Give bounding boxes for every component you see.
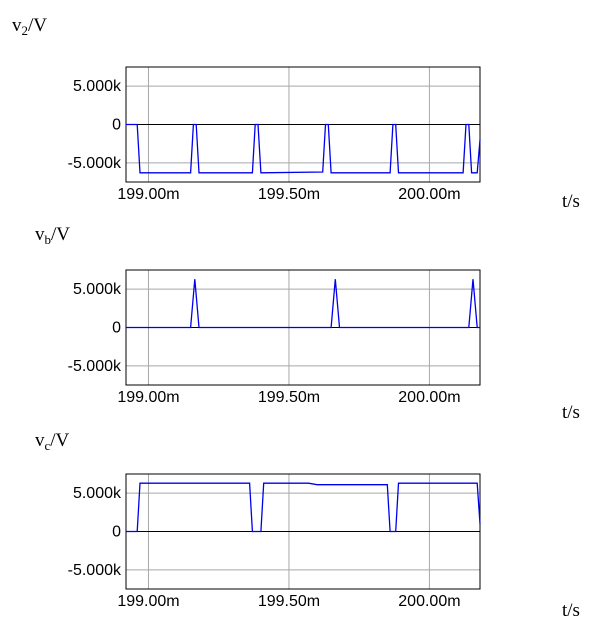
y-tick-label: 5.000k [73, 78, 122, 95]
chart-1: v2/V t/s 5.000k 0 -5.000k 199.00m 199.50m 200.0… [12, 15, 580, 212]
y-axis-title-main: v [35, 224, 45, 245]
y-axis-title: v2/V [12, 15, 47, 38]
x-tick-label: 199.00m [117, 389, 179, 406]
x-axis-title: t/s [562, 600, 580, 621]
y-tick-label: -5.000k [68, 358, 122, 375]
y-axis-title-sub: 2 [22, 23, 29, 38]
x-tick-label: 199.50m [258, 389, 320, 406]
series-line [126, 279, 480, 329]
x-axis-title: t/s [562, 191, 580, 212]
x-axis-title: t/s [562, 402, 580, 423]
y-axis-title-unit: /V [51, 224, 70, 245]
y-axis-title-unit: /V [50, 430, 69, 451]
series-line [126, 123, 481, 174]
x-tick-label: 199.50m [258, 593, 320, 610]
y-axis-title: vb/V [35, 224, 70, 247]
y-axis-title-main: v [12, 15, 22, 36]
x-tick-label: 199.50m [258, 186, 320, 203]
y-tick-label: 5.000k [73, 485, 122, 502]
x-tick-label: 199.00m [117, 186, 179, 203]
chart-3: vc/V t/s 5.000k 0 -5.000k 199.00m 199.50m 200.0… [35, 430, 580, 621]
y-axis-title-sub: b [45, 232, 52, 247]
chart-2: vb/V t/s 5.000k 0 -5.000k 199.00m 199.50m 200.0… [35, 224, 580, 423]
y-axis-title-main: v [35, 430, 45, 451]
y-tick-label: 5.000k [73, 281, 122, 298]
x-tick-label: 200.00m [398, 593, 460, 610]
y-tick-label: -5.000k [68, 562, 122, 579]
y-tick-label: -5.000k [68, 155, 122, 172]
y-tick-label: 0 [112, 320, 121, 337]
y-tick-label: 0 [112, 117, 121, 134]
x-tick-label: 199.00m [117, 593, 179, 610]
x-tick-label: 200.00m [398, 389, 460, 406]
y-axis-title: vc/V [35, 430, 70, 453]
y-tick-label: 0 [112, 524, 121, 541]
x-tick-label: 200.00m [398, 186, 460, 203]
y-axis-title-sub: c [45, 438, 51, 453]
series-line [126, 482, 481, 533]
y-axis-title-unit: /V [28, 15, 47, 36]
